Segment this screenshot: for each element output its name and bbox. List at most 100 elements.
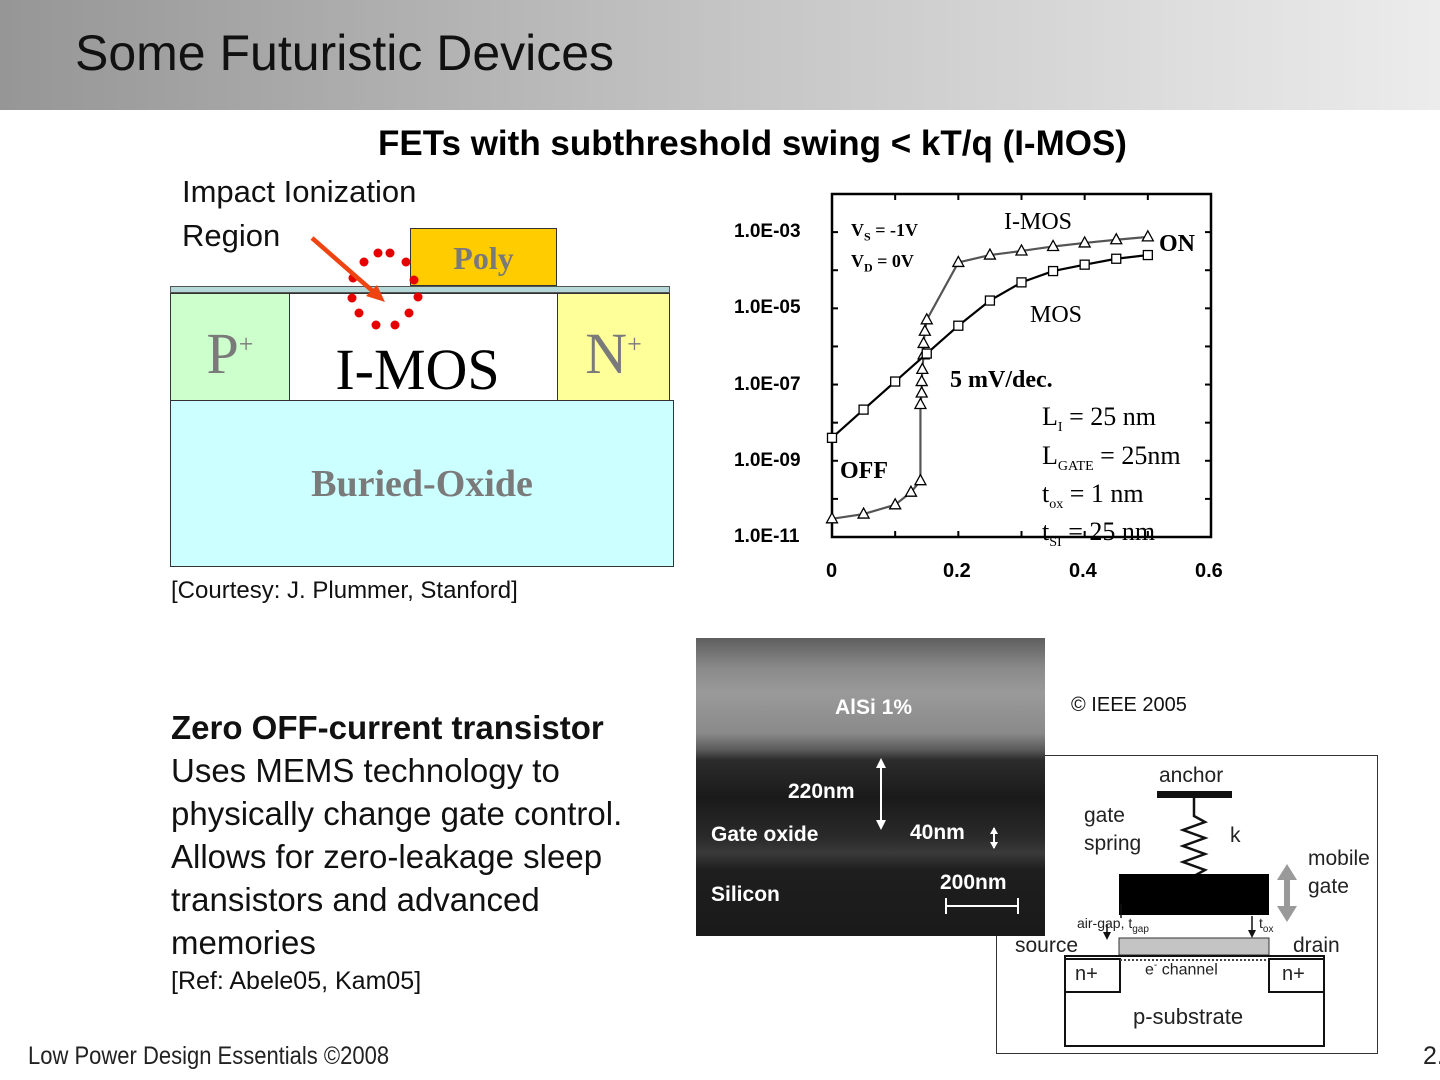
mems-airgap-label: air-gap, tgap — [1077, 915, 1149, 935]
channel-region: I-MOS — [290, 293, 557, 402]
data-point-i-mos-5 — [913, 397, 928, 410]
mems-channel-label: e- channel — [1145, 960, 1218, 979]
swing-label: 5 mV/dec. — [950, 367, 1053, 393]
impact-label-line2: Region — [182, 218, 281, 253]
data-point-mos-3 — [921, 348, 932, 359]
mems-k-label: k — [1230, 824, 1241, 847]
data-point-mos-10 — [1142, 249, 1153, 261]
mems-diagram-drawing — [1064, 791, 1325, 1047]
title-bar — [0, 0, 1440, 110]
mems-gate-spring-label-1: gate — [1084, 804, 1125, 827]
gate-oxide-strip — [170, 286, 670, 293]
mems-reference: [Ref: Abele05, Kam05] — [171, 967, 422, 995]
p-plus-label: P — [206, 321, 239, 386]
data-point-i-mos-0 — [825, 511, 839, 524]
copyright-ieee: © IEEE 2005 — [1071, 694, 1187, 716]
buried-oxide: Buried-Oxide — [170, 400, 674, 567]
data-point-i-mos-10 — [916, 336, 931, 349]
sem-silicon-label: Silicon — [711, 883, 780, 906]
mems-mobile-label-1: mobile — [1308, 847, 1370, 870]
mems-substrate-label: p-substrate — [1133, 1004, 1244, 1029]
data-point-mos-2 — [890, 376, 901, 387]
n-plus-sup: + — [627, 329, 642, 359]
chart-series — [825, 229, 1155, 524]
mems-diagram: anchor gate spring k mobile gate air-gap… — [996, 755, 1378, 1054]
sem-40nm-label: 40nm — [910, 821, 965, 844]
data-point-i-mos-8 — [915, 362, 929, 375]
data-point-i-mos-3 — [904, 484, 918, 497]
x-tick-label-0-2: 0.2 — [943, 560, 971, 582]
chart-plot-area — [825, 192, 1213, 539]
data-point-mos-8 — [1079, 259, 1090, 270]
chart-ticks — [831, 193, 1212, 538]
footer-page-number: 2. — [1423, 1042, 1440, 1070]
mems-mobile-label-2: gate — [1308, 875, 1349, 898]
data-point-i-mos-19 — [1141, 229, 1155, 242]
sem-220nm-label: 220nm — [788, 780, 855, 803]
li-param: LI = 25 nm — [1042, 402, 1156, 436]
poly-gate: Poly — [410, 228, 557, 286]
imos-diagram: Impact Ionization Region Poly P+ I-MOS N… — [0, 0, 700, 620]
data-point-i-mos-7 — [915, 374, 929, 387]
x-tick-label-0-4: 0.4 — [1069, 560, 1097, 582]
sem-gate-oxide-label: Gate oxide — [711, 823, 819, 846]
off-label: OFF — [840, 458, 888, 484]
sem-200nm-label: 200nm — [940, 871, 1007, 894]
iv-chart: 1.0E-03 1.0E-05 1.0E-07 1.0E-09 1.0E-11 … — [700, 180, 1260, 600]
data-point-i-mos-16 — [1046, 239, 1060, 252]
data-point-i-mos-13 — [951, 255, 965, 268]
vs-annotation: VS = -1V — [851, 220, 918, 244]
n-plus-region: N+ — [557, 293, 670, 401]
buried-oxide-label: Buried-Oxide — [311, 463, 533, 505]
imos-series-label: I-MOS — [1004, 209, 1073, 235]
p-plus-sup: + — [238, 329, 254, 359]
mems-body: Uses MEMS technology to physically chang… — [171, 752, 623, 961]
mems-heading: Zero OFF-current transistor — [171, 709, 604, 746]
tox-param: tox = 1 nm — [1042, 479, 1144, 513]
x-tick-label-0-6: 0.6 — [1195, 560, 1223, 582]
data-point-mos-9 — [1111, 253, 1122, 264]
mems-gate-spring-label-2: spring — [1084, 832, 1142, 855]
section-subtitle: FETs with subthreshold swing < kT/q (I-M… — [378, 124, 1127, 163]
data-point-i-mos-4 — [913, 473, 928, 486]
data-point-mos-6 — [1016, 277, 1027, 288]
on-label: ON — [1159, 231, 1195, 257]
n-plus-label: N — [585, 321, 628, 386]
impact-label-line1: Impact Ionization — [182, 174, 417, 209]
mems-drain-label: drain — [1293, 934, 1340, 957]
slide-title: Some Futuristic Devices — [75, 25, 615, 81]
mems-description: Zero OFF-current transistor Uses MEMS te… — [171, 706, 691, 998]
y-tick-label-1e-05: 1.0E-05 — [734, 297, 801, 318]
channel-label: I-MOS — [335, 337, 500, 402]
sem-measure-marks — [876, 758, 1019, 914]
mems-source-label: source — [1015, 934, 1079, 957]
data-point-mos-4 — [953, 320, 964, 331]
mos-series-label: MOS — [1030, 302, 1083, 328]
mems-tox-label: tox — [1259, 915, 1274, 935]
data-point-i-mos-11 — [918, 323, 932, 336]
y-tick-label-1e-07: 1.0E-07 — [734, 374, 801, 395]
mems-n-right-label: n+ — [1282, 963, 1305, 985]
impact-ionization-marker — [310, 236, 423, 330]
data-point-mos-7 — [1047, 265, 1059, 277]
sem-alsi-label: AlSi 1% — [835, 696, 913, 719]
x-tick-label-0: 0 — [826, 560, 838, 582]
data-point-i-mos-1 — [856, 506, 871, 519]
y-tick-label-1e-09: 1.0E-09 — [734, 450, 801, 471]
lgate-param: LGATE = 25nm — [1042, 441, 1181, 475]
data-point-i-mos-6 — [915, 385, 929, 398]
data-point-i-mos-12 — [920, 312, 934, 325]
y-tick-label-1e-03: 1.0E-03 — [734, 221, 801, 242]
mems-n-left-label: n+ — [1075, 963, 1098, 985]
tsi-param: tSI = 25 nm — [1042, 517, 1156, 551]
vd-annotation: VD = 0V — [851, 251, 914, 275]
data-point-i-mos-14 — [983, 247, 997, 260]
footer-course: Low Power Design Essentials ©2008 — [28, 1042, 390, 1070]
p-plus-region: P+ — [170, 293, 290, 401]
y-tick-label-1e-11: 1.0E-11 — [734, 526, 800, 547]
courtesy-note: [Courtesy: J. Plummer, Stanford] — [171, 577, 518, 604]
mems-anchor-label: anchor — [1159, 764, 1224, 787]
data-point-mos-5 — [984, 295, 996, 306]
data-point-i-mos-17 — [1078, 235, 1092, 248]
data-point-mos-1 — [858, 404, 869, 415]
